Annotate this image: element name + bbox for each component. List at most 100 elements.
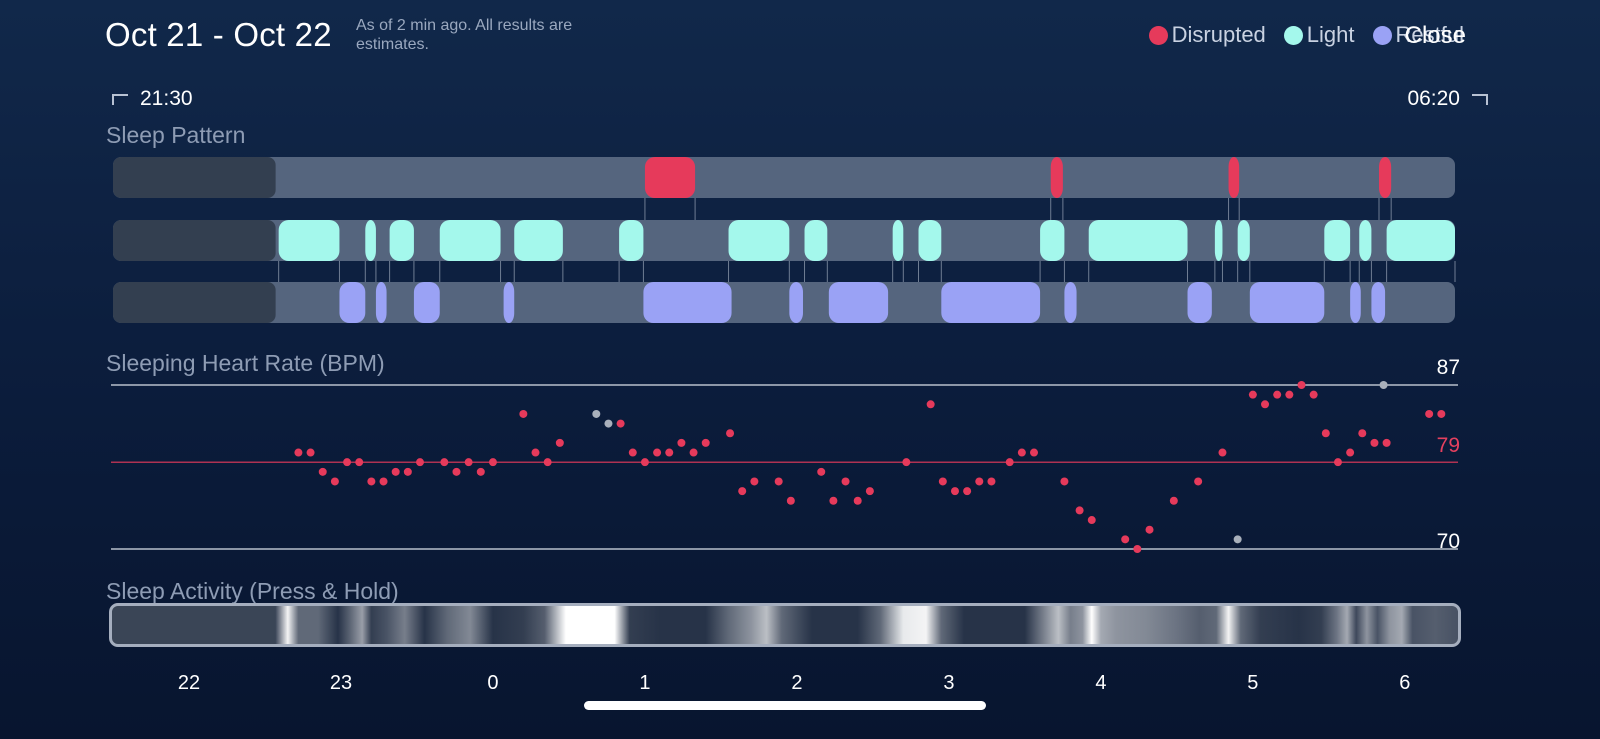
hr-point [829,496,838,505]
segment-restful [375,282,387,323]
hr-point [926,400,935,409]
hr-point [1370,438,1379,447]
track-disrupted [113,157,1455,198]
hr-min-label: 70 [1436,530,1460,553]
restful-dot-icon [1372,25,1392,45]
stage-connectors [278,198,1456,282]
hr-point [1309,390,1318,399]
hr-point [1121,535,1130,544]
sleep-pattern-chart [113,157,1456,323]
time-tick-4: 4 [1095,672,1107,694]
hr-point [294,448,303,457]
hr-point [543,458,552,467]
hr-point [391,467,400,476]
track-empty-restful [113,282,276,323]
segment-light [1359,220,1372,261]
end-time-label: 06:20 [1407,87,1460,110]
hr-point [1133,545,1142,553]
hr-point [1297,381,1306,389]
hr-point [653,448,662,457]
segment-light [918,220,942,261]
segment-restful [1371,282,1386,323]
hr-point [726,429,735,438]
time-tick-1: 1 [639,672,651,694]
hr-point [416,458,425,467]
hr-point [1358,429,1367,438]
hr-point [330,477,339,486]
segment-light [892,220,904,261]
hr-point [1169,496,1178,505]
time-tick-0: 0 [487,672,499,694]
legend-light: Light [1283,22,1355,48]
hr-point [379,477,388,486]
hr-point [1346,448,1355,457]
hr-point [987,477,996,486]
segment-light [1324,220,1351,261]
hr-point [1145,525,1154,534]
segment-light [278,220,340,261]
hr-point [738,487,747,496]
segment-light [1088,220,1188,261]
hr-point-outlier [592,409,601,418]
heart-rate-chart [111,381,1458,553]
segment-light [514,220,563,261]
hr-point [464,458,473,467]
hr-point [677,438,686,447]
segment-light [619,220,644,261]
hr-point [1261,400,1270,409]
segment-restful [1064,282,1077,323]
segment-restful [789,282,803,323]
hr-average-label: 79 [1436,434,1460,457]
segment-restful [503,282,515,323]
heart-rate-title: Sleeping Heart Rate (BPM) [106,350,385,376]
hr-point [1273,390,1282,399]
time-tick-3: 3 [943,672,955,694]
hr-point [1333,458,1342,467]
segment-disrupted [1228,157,1240,198]
hr-point [1030,448,1039,457]
hr-point [488,458,497,467]
end-bracket-icon [1472,93,1488,105]
hr-point-outlier [604,419,613,428]
date-range-title: Oct 21 - Oct 22 [105,16,332,53]
hr-point [555,438,564,447]
start-time: 21:30 [112,87,193,111]
hr-point [665,448,674,457]
hr-point [950,487,959,496]
hr-point [1087,516,1096,525]
time-tick-5: 5 [1247,672,1259,694]
track-empty-light [113,220,276,261]
hr-point [938,477,947,486]
hr-point [1437,409,1446,418]
close-button[interactable]: Close [1404,22,1466,49]
hr-point [318,467,327,476]
hr-max-label: 87 [1436,356,1460,379]
hr-point [367,477,376,486]
estimate-note: As of 2 min ago. All results are estimat… [356,17,573,53]
hr-point [853,496,862,505]
hr-point [1218,448,1227,457]
segment-light [1237,220,1250,261]
hr-point [1285,390,1294,399]
hr-point [865,487,874,496]
hr-point [841,477,850,486]
hr-point [355,458,364,467]
segment-light [439,220,501,261]
segment-restful [828,282,889,323]
disrupted-dot-icon [1148,25,1168,45]
home-indicator[interactable] [584,701,986,710]
sleep-activity-bar[interactable] [109,603,1461,647]
hr-point [1194,477,1203,486]
hr-point-outlier [1233,535,1242,544]
hr-point [902,458,911,467]
hr-point [1382,438,1391,447]
hr-point [306,448,315,457]
track-restful [113,282,1455,323]
hr-point [440,458,449,467]
hr-point [403,467,412,476]
hr-point [616,419,625,428]
legend-restful: Restful [1372,22,1464,48]
segment-light [804,220,828,261]
segment-restful [1249,282,1325,323]
